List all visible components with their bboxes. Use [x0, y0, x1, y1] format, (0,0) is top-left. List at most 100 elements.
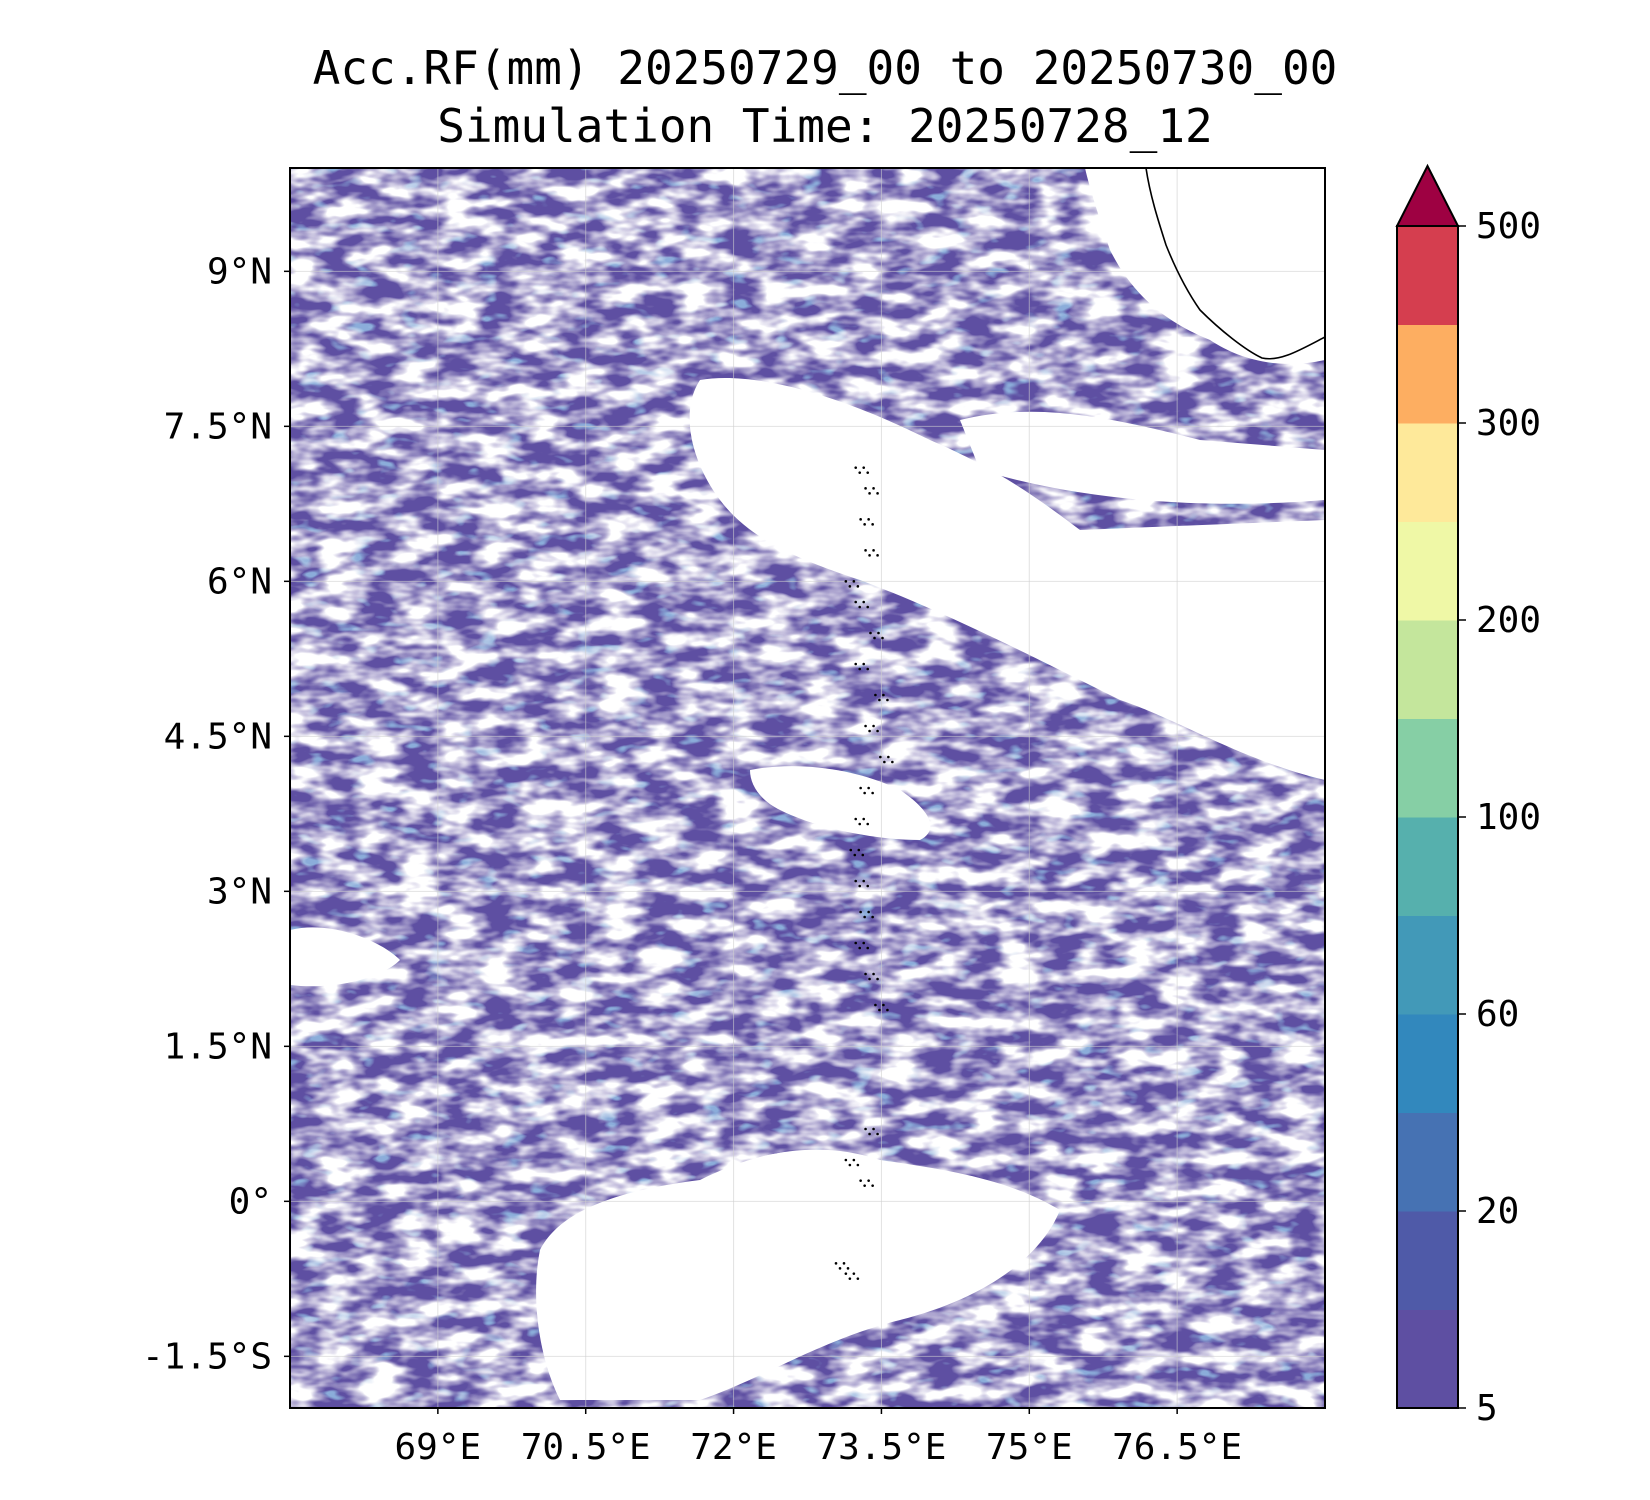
island-dot: [857, 848, 861, 852]
island-dot: [852, 580, 856, 583]
island-dot: [866, 471, 870, 474]
island-dot: [859, 786, 862, 790]
x-tick-label: 69°E: [395, 1427, 482, 1468]
y-tick-label: 6°N: [207, 561, 272, 602]
island-dot: [852, 1272, 856, 1275]
map-subtitle: Simulation Time: 20250728_12: [437, 99, 1213, 153]
island-dot: [858, 822, 862, 826]
island-dot: [846, 1267, 850, 1270]
island-dot: [876, 729, 879, 733]
island-dot: [856, 1277, 860, 1280]
island-dot: [862, 662, 866, 666]
colorbar-extend-arrow: [1395, 163, 1460, 227]
island-dot: [876, 977, 879, 981]
island-dot: [868, 729, 871, 733]
island-dot: [872, 1127, 875, 1131]
island-dot: [854, 466, 858, 469]
dry-patch-texture: [290, 168, 1325, 1408]
island-dot: [872, 549, 875, 552]
island-dot: [861, 853, 865, 857]
island-dot: [854, 817, 858, 821]
colorbar-segment: [1397, 620, 1458, 719]
island-dot: [867, 518, 870, 521]
y-axis-ticks: 9°N 7.5°N 6°N 4.5°N 3°N 1.5°N 0° -1.5°S: [142, 251, 290, 1377]
island-dot: [854, 941, 858, 945]
island-dot: [867, 1179, 870, 1182]
island-dot: [878, 698, 881, 702]
island-dot: [848, 1163, 852, 1167]
colorbar-tick-label: 60: [1476, 994, 1519, 1035]
colorbar: 5 20 60 100 200 300 500: [1395, 163, 1541, 1429]
island-dot: [869, 631, 872, 635]
colorbar-tick-label: 500: [1476, 206, 1541, 247]
x-tick-label: 73.5°E: [816, 1427, 946, 1468]
island-dot: [867, 786, 870, 790]
map-title: Acc.RF(mm) 20250729_00 to 20250730_00: [312, 41, 1338, 95]
colorbar-tick-label: 300: [1476, 403, 1541, 444]
island-dot: [842, 1262, 846, 1265]
island-dot: [863, 523, 866, 526]
island-dot: [844, 580, 848, 583]
island-dot: [864, 549, 867, 552]
colorbar-tick-label: 100: [1476, 797, 1541, 838]
colorbar-segment: [1397, 1112, 1458, 1212]
island-dot: [862, 879, 866, 883]
map-panel: [289, 167, 1326, 1409]
island-dot: [876, 554, 879, 557]
map-gridlines: [290, 168, 1325, 1408]
colorbar-segment: [1397, 521, 1458, 621]
island-dot: [862, 817, 866, 821]
island-dot: [874, 693, 877, 697]
colorbar-segment: [1397, 1211, 1458, 1310]
colorbar-segment: [1397, 423, 1458, 522]
x-tick-label: 76.5°E: [1112, 1427, 1242, 1468]
island-dot: [863, 791, 866, 795]
island-dot: [859, 910, 862, 914]
x-tick-label: 75°E: [986, 1427, 1073, 1468]
colorbar-segment: [1397, 817, 1458, 916]
y-tick-label: 9°N: [207, 251, 272, 292]
island-dot: [886, 1008, 889, 1012]
island-dot: [883, 760, 886, 764]
island-dot: [856, 1163, 860, 1167]
y-tick-label: 3°N: [207, 871, 272, 912]
island-dot: [844, 1158, 848, 1162]
y-tick-label: -1.5°S: [142, 1336, 272, 1377]
island-dot: [858, 667, 862, 671]
island-dot: [854, 662, 858, 666]
island-dot: [876, 492, 879, 495]
island-dot: [877, 631, 880, 635]
y-tick-label: 4.5°N: [164, 716, 272, 757]
island-dot: [854, 879, 858, 883]
coastline: [1145, 168, 1325, 360]
island-dot: [867, 910, 870, 914]
island-dot: [864, 487, 867, 490]
y-tick-label: 7.5°N: [164, 406, 272, 447]
y-tick-label: 1.5°N: [164, 1026, 272, 1067]
island-dot: [853, 853, 857, 857]
island-dot: [871, 791, 874, 795]
island-dot: [863, 1184, 866, 1187]
island-dot: [858, 884, 862, 888]
island-dot: [866, 605, 870, 609]
colorbar-tick-label: 200: [1476, 600, 1541, 641]
island-dot: [866, 822, 870, 826]
island-dot: [858, 471, 862, 474]
island-dot: [874, 1003, 877, 1007]
island-dot: [868, 492, 871, 495]
island-dot: [871, 915, 874, 919]
island-dot: [868, 554, 871, 557]
island-dot: [872, 972, 875, 976]
island-dot: [871, 523, 874, 526]
island-dot: [887, 755, 890, 759]
island-dot: [879, 755, 882, 759]
colorbar-segment: [1397, 718, 1458, 818]
island-dot: [862, 941, 866, 945]
colorbar-segment: [1397, 1309, 1458, 1409]
island-dot: [852, 1158, 856, 1162]
island-dot: [856, 585, 860, 588]
colorbar-segment: [1397, 226, 1458, 325]
island-dot: [834, 1262, 838, 1265]
island-dot: [854, 600, 858, 604]
